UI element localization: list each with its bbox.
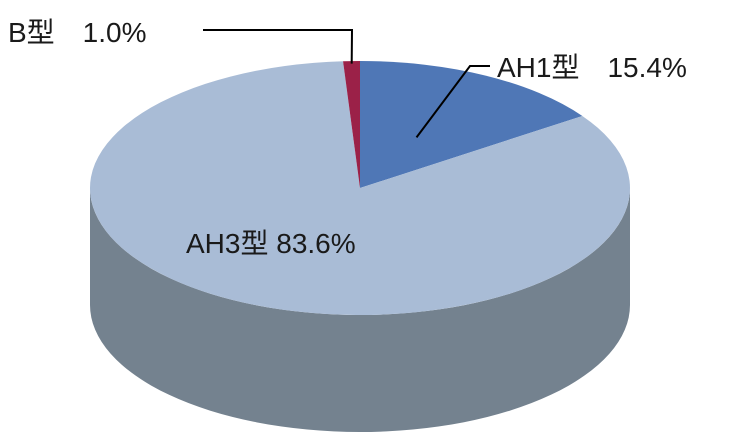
slice-labels: AH1型 15.4% AH3型 83.6% B型 1.0% <box>8 17 687 259</box>
pie-sides <box>90 188 630 432</box>
slice-label-ah1: AH1型 15.4% <box>497 52 687 83</box>
slice-label-ah3: AH3型 83.6% <box>186 228 356 259</box>
leader-line-ah1 <box>415 65 490 139</box>
pie-slice-b <box>343 61 360 188</box>
leader-lines <box>203 29 490 139</box>
slice-label-b: B型 1.0% <box>8 17 147 48</box>
pie-slices <box>90 61 631 315</box>
pie-side-wall <box>90 188 630 432</box>
pie-slice-ah3 <box>90 61 631 315</box>
leader-line-b <box>203 29 354 64</box>
pie-slice-ah1 <box>360 61 583 188</box>
